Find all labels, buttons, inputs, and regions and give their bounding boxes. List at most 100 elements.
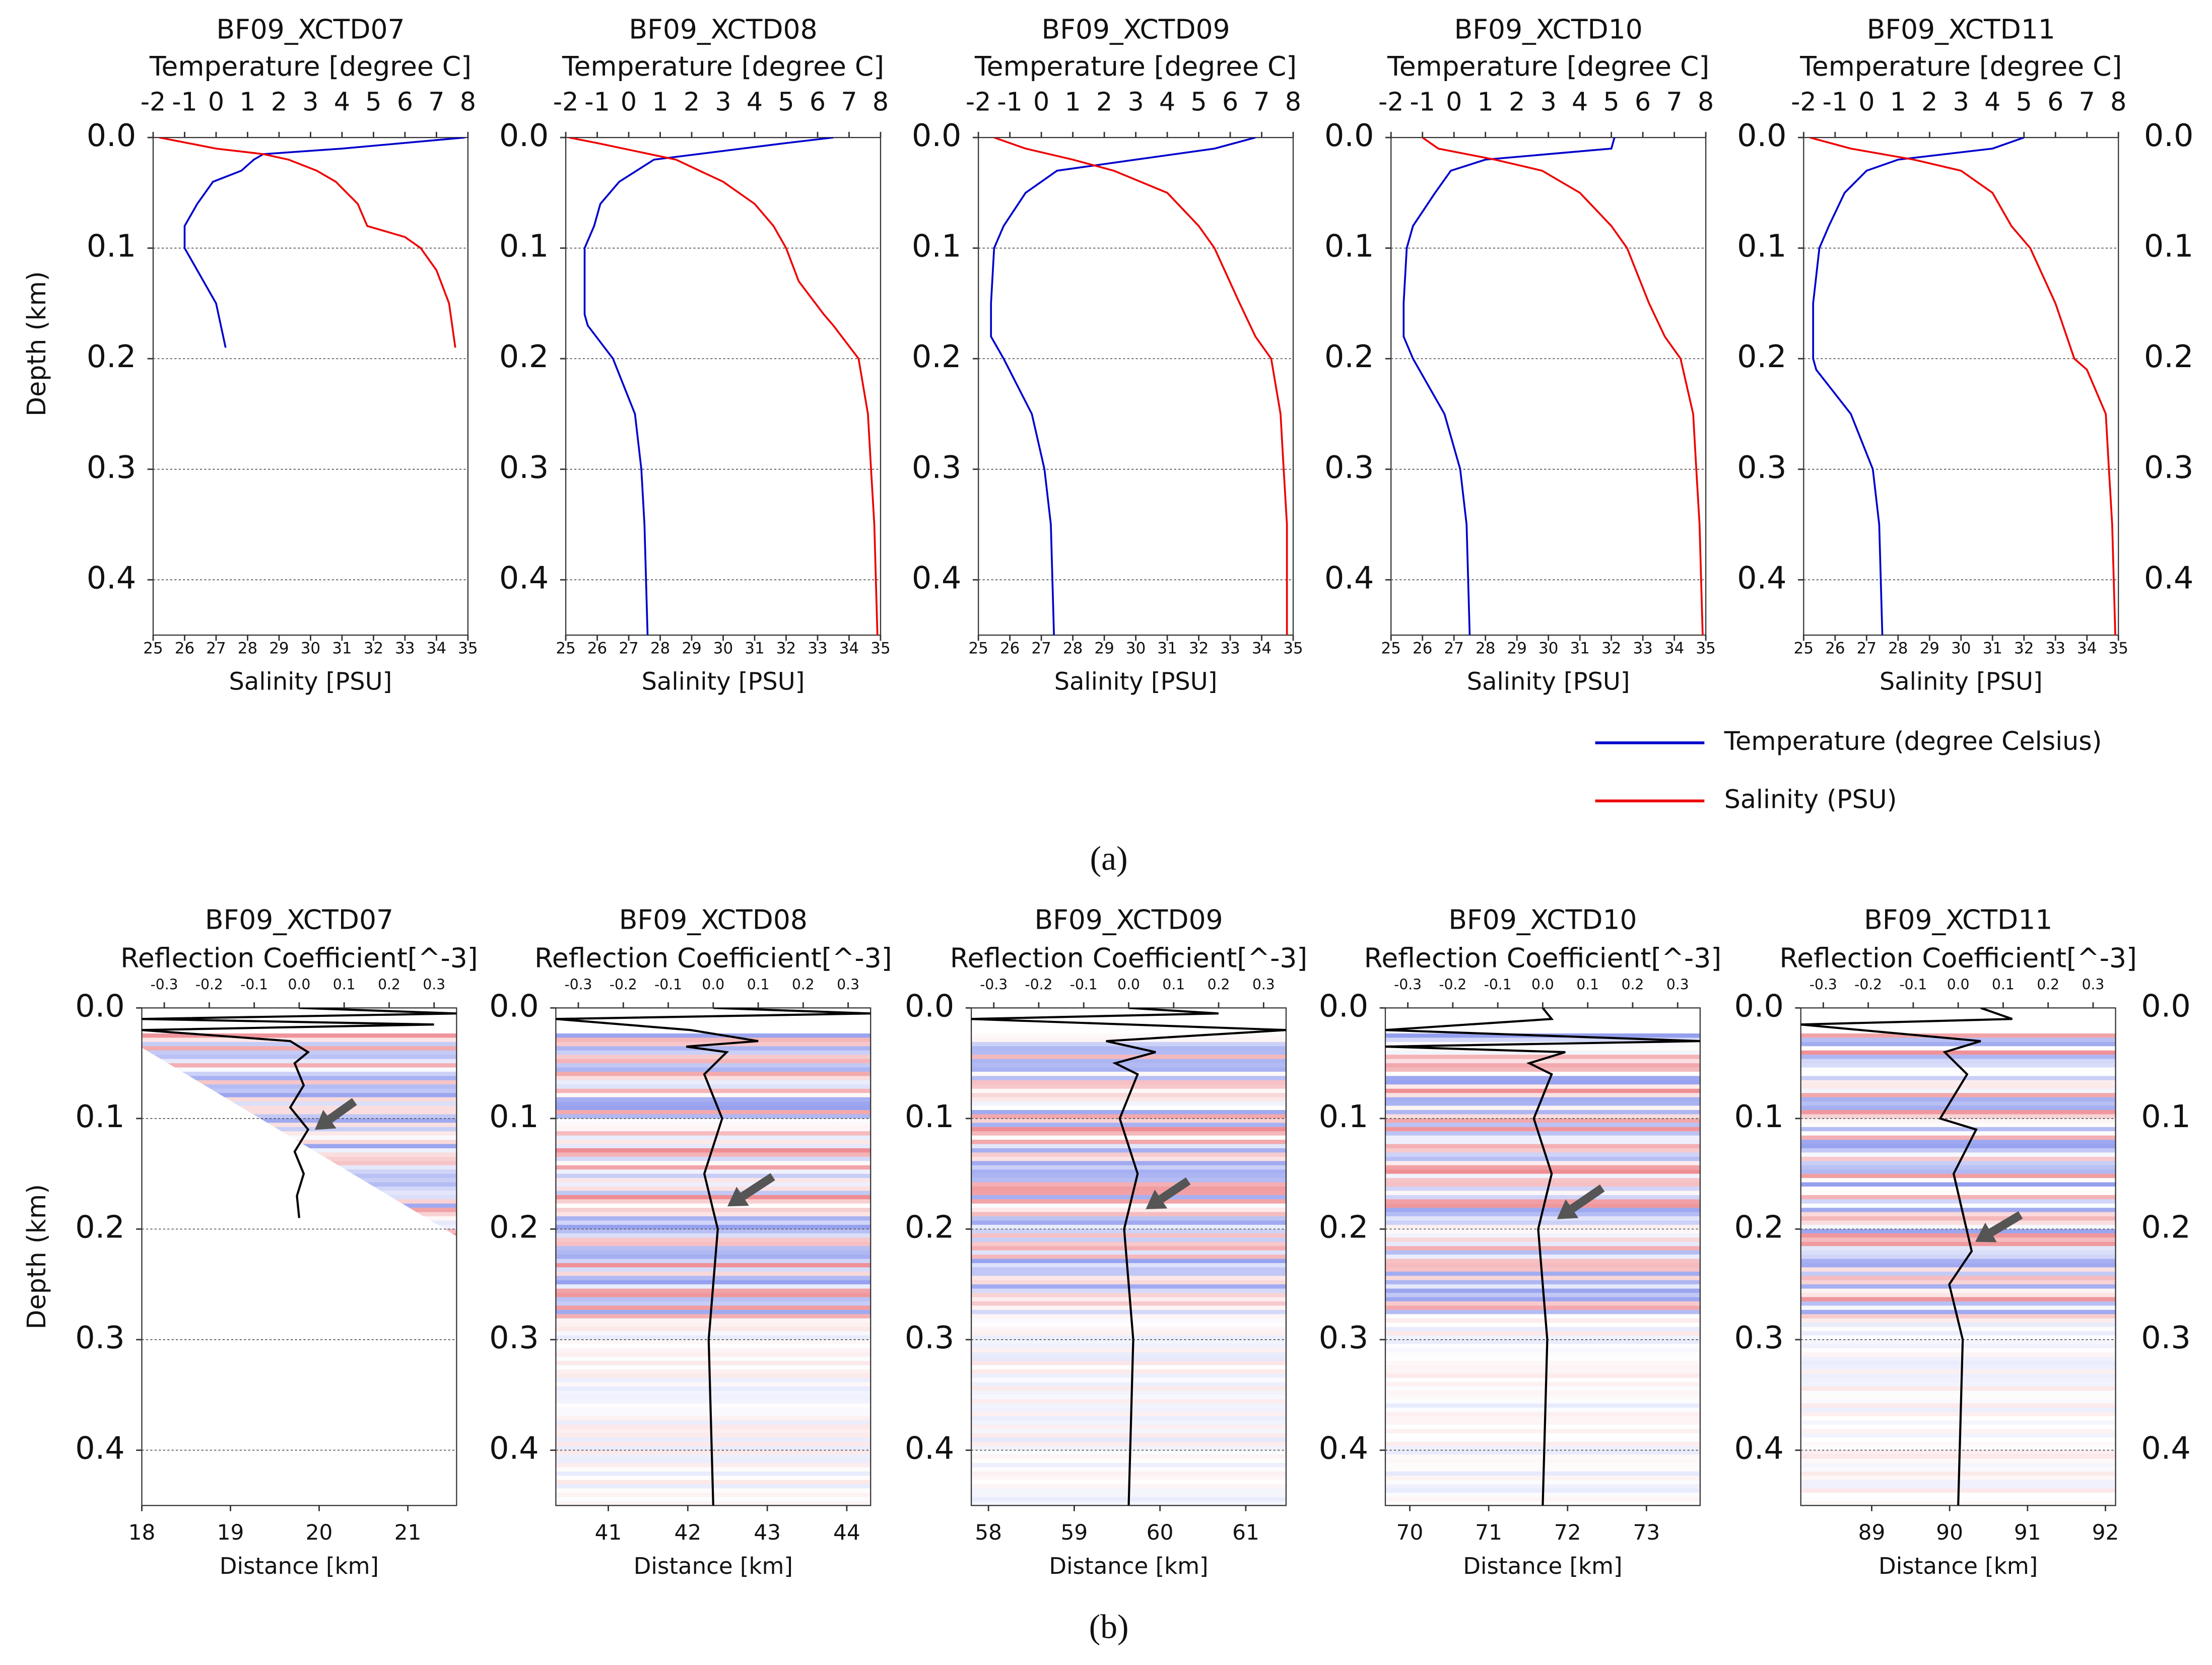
seismic-band [1385, 1309, 1700, 1314]
seismic-band [971, 1301, 1286, 1306]
x2-tick-label: 8 [873, 87, 889, 117]
x2-axis-label: Temperature [degree C] [149, 50, 472, 82]
x-tick-label: 58 [975, 1520, 1002, 1545]
seismic-band [1800, 1386, 2116, 1391]
seismic-band [1385, 1450, 1700, 1454]
x-tick-label: 35 [870, 640, 890, 658]
seismic-band [556, 1424, 871, 1429]
seismic-band [971, 1437, 1286, 1442]
x-tick-label: 34 [839, 640, 859, 658]
seismic-band [1800, 1450, 2116, 1454]
seismic-band [556, 1123, 871, 1127]
x2-tick-label: 0.2 [378, 976, 400, 993]
seismic-band [142, 1093, 457, 1097]
seismic-band [971, 1463, 1286, 1468]
x-tick-label: 31 [1983, 640, 2002, 658]
x2-tick-label: 0.1 [1576, 976, 1599, 993]
seismic-band [971, 1446, 1286, 1450]
x-tick-label: 41 [595, 1520, 622, 1545]
x-axis-label: Salinity [PSU] [642, 668, 805, 696]
x2-tick-label: 4 [1572, 87, 1588, 117]
arrow-head [1975, 1222, 1997, 1242]
seismic-band [556, 1352, 871, 1357]
seismic-band [1385, 1050, 1700, 1055]
seismic-band [556, 1429, 871, 1433]
seismic-band [1800, 1148, 2116, 1153]
seismic-band [1800, 1352, 2116, 1357]
seismic-band [971, 1399, 1286, 1404]
seismic-band [971, 1148, 1286, 1153]
seismic-band [1800, 1412, 2116, 1416]
x2-tick-label: -0.3 [980, 976, 1008, 993]
x2-tick-label: 0.2 [792, 976, 815, 993]
y-tick-label: 0.2 [87, 338, 136, 375]
x-tick-label: 29 [1920, 640, 1939, 658]
seismic-band [1385, 1335, 1700, 1340]
seismic-band [556, 1140, 871, 1144]
seismic-band [1385, 1373, 1700, 1378]
x2-tick-label: 0.2 [1622, 976, 1644, 993]
x-tick-label: 27 [1444, 640, 1464, 658]
x2-tick-label: 7 [1253, 87, 1269, 117]
seismic-band [556, 1220, 871, 1225]
seismic-band [1385, 1399, 1700, 1403]
seismic-band [971, 1335, 1286, 1340]
x-tick-label: 25 [968, 640, 988, 658]
x-tick-label: 21 [394, 1520, 422, 1545]
x-tick-label: 33 [1633, 640, 1652, 658]
seismic-band [142, 1033, 457, 1038]
seismic-band [1385, 1305, 1700, 1310]
seismic-band [1385, 1156, 1700, 1161]
x2-tick-label: -1 [997, 87, 1023, 117]
x-tick-label: 42 [674, 1520, 701, 1545]
chart-title: BF09_XCTD07 [205, 904, 393, 935]
seismic-band [1385, 1352, 1700, 1356]
x-tick-label: 26 [1413, 640, 1432, 658]
seismic-band [1800, 1097, 2116, 1102]
y-axis-label: Depth (km) [22, 1184, 51, 1330]
x2-tick-label: 4 [1984, 87, 2000, 117]
seismic-band [1800, 1080, 2116, 1085]
arrow-shaft [1159, 1177, 1191, 1203]
seismic-band [1385, 1233, 1700, 1238]
x2-axis-label: Temperature [degree C] [1799, 50, 2122, 82]
seismic-band [142, 1123, 457, 1127]
seismic-band [1800, 1429, 2116, 1433]
x2-tick-label: 2 [1096, 87, 1112, 117]
x-tick-label: 31 [332, 640, 352, 658]
arrow-head [1557, 1199, 1579, 1219]
y-axis-label: Depth (km) [22, 271, 51, 417]
x-tick-label: 34 [427, 640, 446, 658]
y-tick-label-right: 0.3 [2141, 1320, 2190, 1356]
x2-tick-label: -0.2 [610, 976, 637, 993]
seismic-band [1800, 1118, 2116, 1123]
x2-tick-label: 4 [747, 87, 763, 117]
x-axis-label: Distance [km] [1463, 1553, 1622, 1579]
seismic-band [1385, 1327, 1700, 1332]
seismic-band [971, 1131, 1286, 1136]
x2-tick-label: 0.0 [288, 976, 311, 993]
x-tick-label: 27 [619, 640, 638, 658]
seismic-band [1800, 1293, 2116, 1297]
seismic-band [1800, 1229, 2116, 1233]
seismic-band [971, 1246, 1286, 1251]
chart-title: BF09_XCTD09 [1034, 904, 1223, 935]
seismic-band [971, 1229, 1286, 1233]
seismic-band [556, 1165, 871, 1170]
x2-tick-label: -0.2 [1439, 976, 1466, 993]
profile-line [1800, 1008, 2013, 1506]
seismic-band [1385, 1459, 1700, 1463]
seismic-band [971, 1152, 1286, 1157]
seismic-band [556, 1373, 871, 1378]
seismic-band [971, 1339, 1286, 1344]
seismic-band [556, 1454, 871, 1459]
seismic-band [1385, 1348, 1700, 1353]
seismic-band [971, 1424, 1286, 1429]
seismic-band [556, 1259, 871, 1263]
x2-axis-label: Temperature [degree C] [562, 50, 884, 82]
y-tick-label: 0.3 [912, 449, 961, 485]
seismic-band [556, 1088, 871, 1093]
x2-tick-label: 3 [715, 87, 731, 117]
seismic-band [1800, 1220, 2116, 1225]
seismic-band [1385, 1386, 1700, 1391]
